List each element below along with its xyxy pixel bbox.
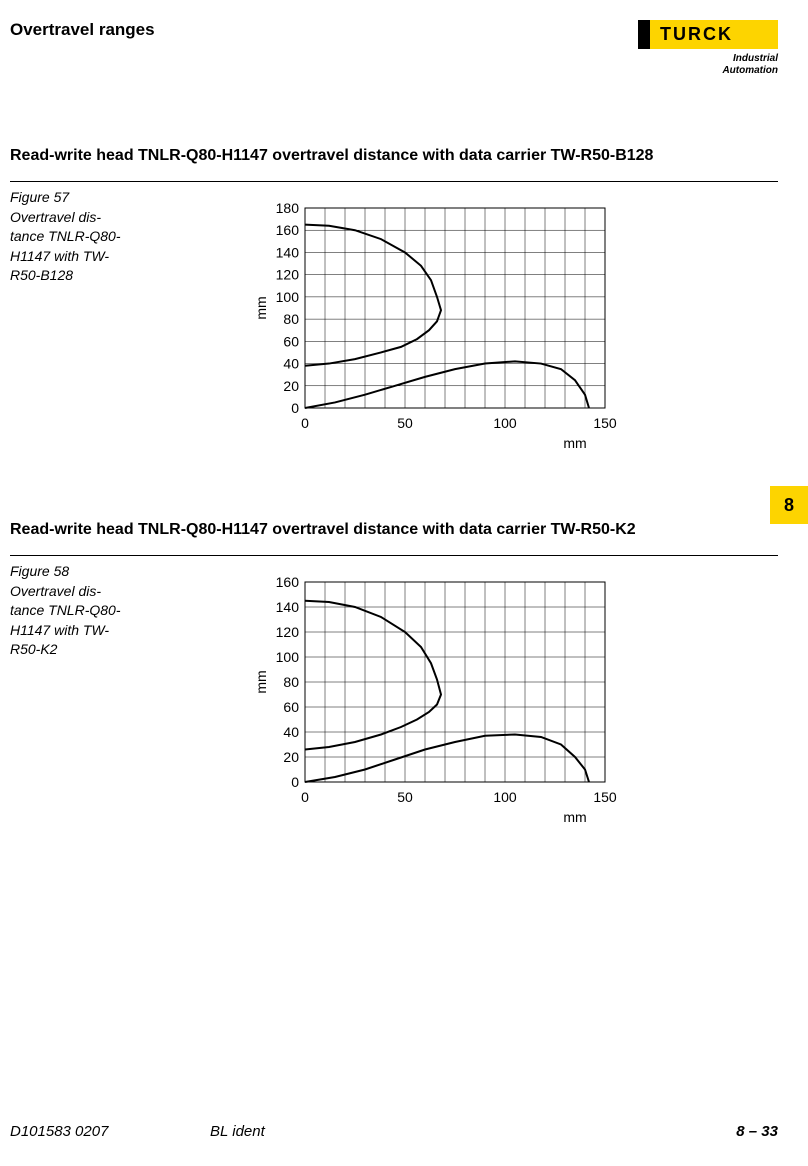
svg-text:40: 40 [283,356,299,372]
svg-text:100: 100 [493,789,517,805]
figure57-caption: Figure 57 Overtravel dis-tance TNLR-Q80-… [10,188,170,286]
svg-text:50: 50 [397,789,413,805]
svg-text:120: 120 [276,267,300,283]
svg-text:60: 60 [283,333,299,349]
figure57-text: Overtravel dis-tance TNLR-Q80-H1147 with… [10,209,120,284]
svg-text:120: 120 [276,624,300,640]
section1-rule [10,181,778,182]
svg-text:60: 60 [283,699,299,715]
figure58-text: Overtravel dis-tance TNLR-Q80-H1147 with… [10,583,120,658]
svg-text:0: 0 [301,789,309,805]
svg-text:160: 160 [276,222,300,238]
svg-text:140: 140 [276,599,300,615]
turck-logo: TURCK [638,20,778,49]
figure58-label: Figure 58 [10,563,69,579]
footer-product: BL ident [210,1123,736,1140]
page-title: Overtravel ranges [10,20,155,40]
svg-text:mm: mm [253,670,269,693]
footer-doc-id: D101583 0207 [10,1123,210,1140]
logo-tagline: Industrial Automation [638,53,778,77]
svg-text:150: 150 [593,789,617,805]
svg-text:0: 0 [291,400,299,416]
section2-title: Read-write head TNLR-Q80-H1147 overtrave… [10,521,778,539]
svg-text:0: 0 [301,415,309,431]
logo-block: TURCK Industrial Automation [638,20,778,77]
section2-rule [10,555,778,556]
chart-57: 0 20 40 60 80 100 120 140 160 180 0 50 100 150 mm mm [250,198,630,461]
svg-text:50: 50 [397,415,413,431]
footer-page: 8 – 33 [736,1123,778,1140]
svg-text:140: 140 [276,244,300,260]
svg-text:80: 80 [283,311,299,327]
svg-text:180: 180 [276,200,300,216]
svg-text:20: 20 [283,749,299,765]
svg-text:mm: mm [563,435,586,451]
svg-text:100: 100 [276,649,300,665]
svg-text:150: 150 [593,415,617,431]
chart-58: 0 20 40 60 80 100 120 140 160 0 50 100 150 mm mm [250,572,630,835]
figure57-label: Figure 57 [10,189,69,205]
svg-text:0: 0 [291,774,299,790]
svg-text:40: 40 [283,724,299,740]
svg-text:80: 80 [283,674,299,690]
svg-text:mm: mm [253,296,269,319]
chapter-tab: 8 [770,486,808,524]
svg-text:100: 100 [493,415,517,431]
svg-text:mm: mm [563,809,586,825]
section1-title: Read-write head TNLR-Q80-H1147 overtrave… [10,147,778,165]
tagline-line2: Automation [722,65,778,76]
tagline-line1: Industrial [733,53,778,64]
svg-text:100: 100 [276,289,300,305]
svg-text:160: 160 [276,574,300,590]
figure58-caption: Figure 58 Overtravel dis-tance TNLR-Q80-… [10,562,170,660]
svg-text:20: 20 [283,378,299,394]
